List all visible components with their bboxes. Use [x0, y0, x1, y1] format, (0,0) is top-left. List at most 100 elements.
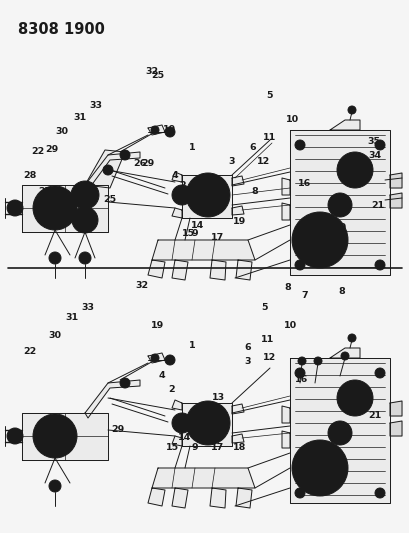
- Circle shape: [350, 166, 358, 174]
- Polygon shape: [389, 421, 401, 436]
- Polygon shape: [281, 406, 289, 423]
- Circle shape: [49, 252, 61, 264]
- Circle shape: [374, 260, 384, 270]
- Text: 21: 21: [371, 200, 384, 209]
- Polygon shape: [231, 176, 243, 186]
- Text: 5: 5: [261, 303, 267, 312]
- Text: 25: 25: [151, 70, 164, 79]
- Polygon shape: [281, 431, 289, 448]
- Text: 13: 13: [211, 393, 224, 402]
- Circle shape: [336, 152, 372, 188]
- Polygon shape: [389, 173, 401, 188]
- Polygon shape: [85, 380, 139, 418]
- Text: 15: 15: [181, 229, 194, 238]
- Polygon shape: [172, 208, 182, 218]
- Circle shape: [294, 260, 304, 270]
- Circle shape: [312, 233, 326, 247]
- Polygon shape: [236, 488, 252, 508]
- Text: 8: 8: [284, 284, 291, 293]
- Polygon shape: [152, 240, 254, 260]
- Text: 19: 19: [233, 217, 246, 227]
- Polygon shape: [231, 206, 243, 215]
- Circle shape: [186, 401, 229, 445]
- Circle shape: [7, 428, 23, 444]
- Text: 3: 3: [228, 157, 235, 166]
- Circle shape: [327, 193, 351, 217]
- Polygon shape: [281, 178, 289, 195]
- Text: 33: 33: [81, 303, 94, 312]
- Text: 10: 10: [285, 116, 298, 125]
- Text: 29: 29: [111, 425, 124, 434]
- Polygon shape: [281, 203, 289, 220]
- Text: 32: 32: [135, 280, 148, 289]
- Polygon shape: [389, 193, 401, 208]
- Polygon shape: [289, 358, 389, 503]
- Text: 22: 22: [23, 348, 36, 357]
- Polygon shape: [182, 403, 231, 446]
- Circle shape: [204, 420, 211, 426]
- Text: 28: 28: [23, 171, 36, 180]
- Text: 20: 20: [333, 223, 346, 232]
- Text: 23: 23: [61, 206, 74, 214]
- Text: 29: 29: [45, 146, 58, 155]
- Text: 26: 26: [133, 158, 146, 167]
- Circle shape: [151, 354, 159, 362]
- Circle shape: [33, 186, 77, 230]
- Text: 22: 22: [35, 211, 49, 220]
- Text: 32: 32: [145, 68, 158, 77]
- Text: 16: 16: [298, 179, 311, 188]
- Text: 6: 6: [249, 143, 256, 152]
- Text: 25: 25: [103, 196, 116, 205]
- Circle shape: [164, 355, 175, 365]
- Text: 8: 8: [251, 188, 258, 197]
- Circle shape: [312, 461, 326, 475]
- Text: 29: 29: [141, 158, 154, 167]
- Circle shape: [120, 378, 130, 388]
- Text: 19: 19: [151, 320, 164, 329]
- Text: 34: 34: [368, 150, 381, 159]
- Text: 9: 9: [191, 229, 198, 238]
- Polygon shape: [172, 172, 182, 182]
- Polygon shape: [231, 434, 243, 443]
- Polygon shape: [231, 404, 243, 414]
- Polygon shape: [329, 120, 359, 130]
- Text: 9: 9: [191, 443, 198, 453]
- Polygon shape: [209, 260, 225, 280]
- Text: 35: 35: [366, 138, 380, 147]
- Circle shape: [374, 140, 384, 150]
- Circle shape: [327, 421, 351, 445]
- Text: 14: 14: [178, 433, 191, 442]
- Polygon shape: [148, 125, 164, 135]
- Text: 19: 19: [163, 125, 176, 134]
- Text: 18: 18: [233, 443, 246, 453]
- Text: 11: 11: [261, 335, 274, 344]
- Text: 8308 1900: 8308 1900: [18, 22, 105, 37]
- Text: 21: 21: [367, 410, 381, 419]
- Text: 2: 2: [168, 385, 175, 394]
- Text: 1: 1: [188, 341, 195, 350]
- Text: 31: 31: [65, 313, 79, 322]
- Circle shape: [103, 165, 113, 175]
- Text: 10: 10: [283, 320, 296, 329]
- Circle shape: [374, 488, 384, 498]
- Circle shape: [172, 185, 191, 205]
- Circle shape: [313, 357, 321, 365]
- Circle shape: [186, 173, 229, 217]
- Circle shape: [347, 106, 355, 114]
- Circle shape: [294, 488, 304, 498]
- Text: 8: 8: [338, 287, 344, 296]
- Circle shape: [291, 212, 347, 268]
- Polygon shape: [182, 175, 231, 218]
- Polygon shape: [152, 468, 254, 488]
- Polygon shape: [209, 488, 225, 508]
- Circle shape: [294, 368, 304, 378]
- Text: 5: 5: [266, 91, 272, 100]
- Text: 33: 33: [89, 101, 102, 109]
- Polygon shape: [22, 413, 108, 460]
- Circle shape: [291, 440, 347, 496]
- Circle shape: [72, 207, 98, 233]
- Circle shape: [350, 394, 358, 402]
- Polygon shape: [22, 185, 108, 232]
- Circle shape: [49, 430, 61, 442]
- Circle shape: [294, 140, 304, 150]
